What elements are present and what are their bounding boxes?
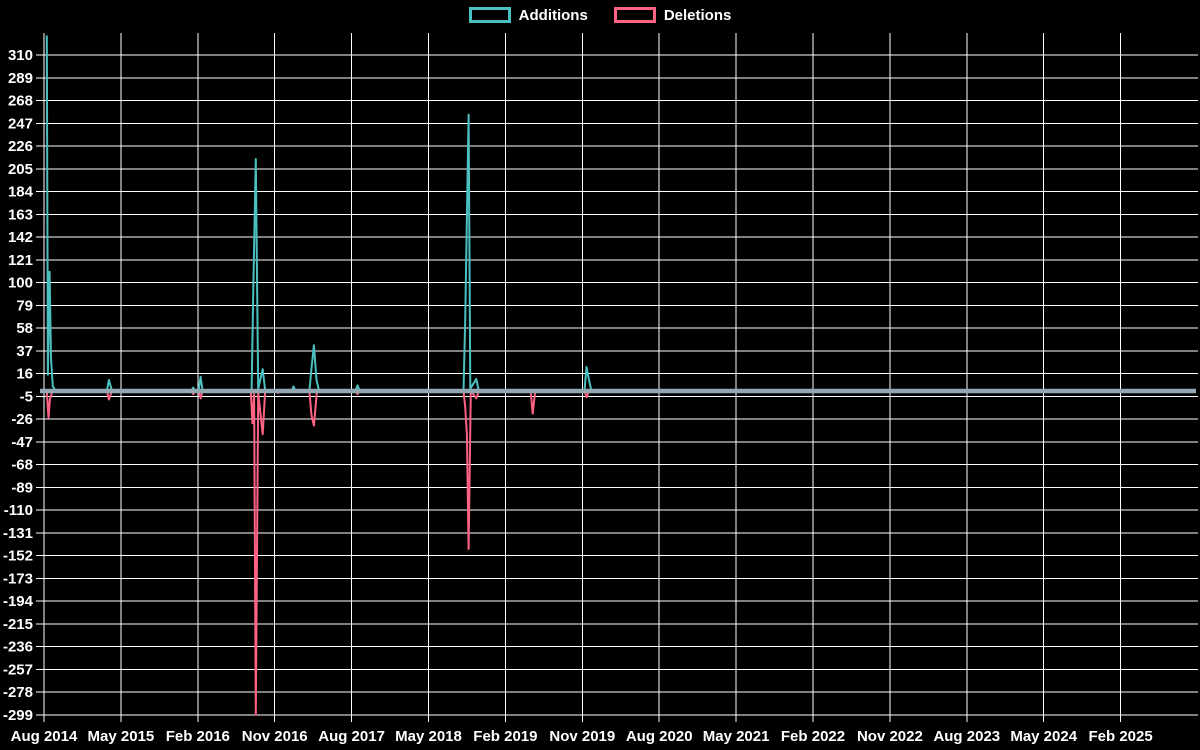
svg-text:Feb 2022: Feb 2022 [781,728,845,745]
legend-item-deletions[interactable]: Deletions [613,6,732,24]
svg-text:163: 163 [8,206,33,223]
x-gridlines-and-labels: Aug 2014 May 2015 Feb 2016 Nov 2016 Aug 2017… [11,33,1153,745]
svg-text:205: 205 [8,161,33,178]
svg-text:-215: -215 [3,616,33,633]
svg-text:Nov 2022: Nov 2022 [857,728,923,745]
svg-text:Aug 2017: Aug 2017 [318,728,385,745]
svg-text:Feb 2025: Feb 2025 [1088,728,1152,745]
legend-label-additions: Additions [518,6,588,24]
svg-text:-278: -278 [3,684,33,701]
svg-text:-152: -152 [3,548,33,565]
svg-text:Feb 2016: Feb 2016 [166,728,230,745]
svg-text:58: 58 [16,320,33,337]
svg-text:Feb 2019: Feb 2019 [473,728,537,745]
svg-text:100: 100 [8,275,33,292]
svg-text:121: 121 [8,252,33,269]
svg-text:-26: -26 [11,411,33,428]
legend-label-deletions: Deletions [663,6,732,24]
y-gridlines-and-labels: 310 289 268 247 226 205 184 163 142 121 100 79 58 37 1… [3,47,1198,724]
svg-text:-131: -131 [3,525,33,542]
svg-text:-110: -110 [4,502,33,519]
svg-text:310: 310 [8,47,33,64]
svg-text:Aug 2014: Aug 2014 [11,728,78,745]
svg-text:Nov 2016: Nov 2016 [242,728,308,745]
svg-text:16: 16 [16,366,33,383]
legend-item-additions[interactable]: Additions [468,6,588,24]
svg-text:142: 142 [8,229,33,246]
svg-text:-5: -5 [20,388,33,405]
svg-text:Aug 2023: Aug 2023 [933,728,1000,745]
svg-text:289: 289 [8,70,33,87]
svg-text:-68: -68 [11,457,33,474]
svg-text:-173: -173 [3,570,33,587]
svg-text:May 2018: May 2018 [395,728,462,745]
legend-swatch-additions-icon [468,7,511,23]
svg-text:-257: -257 [3,661,33,678]
svg-text:May 2024: May 2024 [1010,728,1077,745]
svg-text:-236: -236 [3,639,33,656]
svg-text:-194: -194 [3,593,34,610]
series-deletions-line [45,389,1196,716]
legend-swatch-deletions-icon [613,7,656,23]
chart-legend: Additions Deletions [0,7,1200,23]
svg-text:37: 37 [16,343,33,360]
svg-text:-89: -89 [11,479,33,496]
svg-text:268: 268 [8,93,33,110]
svg-text:Nov 2019: Nov 2019 [549,728,615,745]
svg-text:226: 226 [8,138,33,155]
svg-text:-299: -299 [3,707,33,724]
svg-text:May 2021: May 2021 [703,728,770,745]
svg-text:Aug 2020: Aug 2020 [626,728,693,745]
svg-text:-47: -47 [11,434,33,451]
svg-text:184: 184 [8,184,34,201]
svg-text:May 2015: May 2015 [88,728,155,745]
svg-text:79: 79 [16,297,33,314]
svg-text:247: 247 [8,115,33,132]
series-additions-line [45,35,1196,392]
